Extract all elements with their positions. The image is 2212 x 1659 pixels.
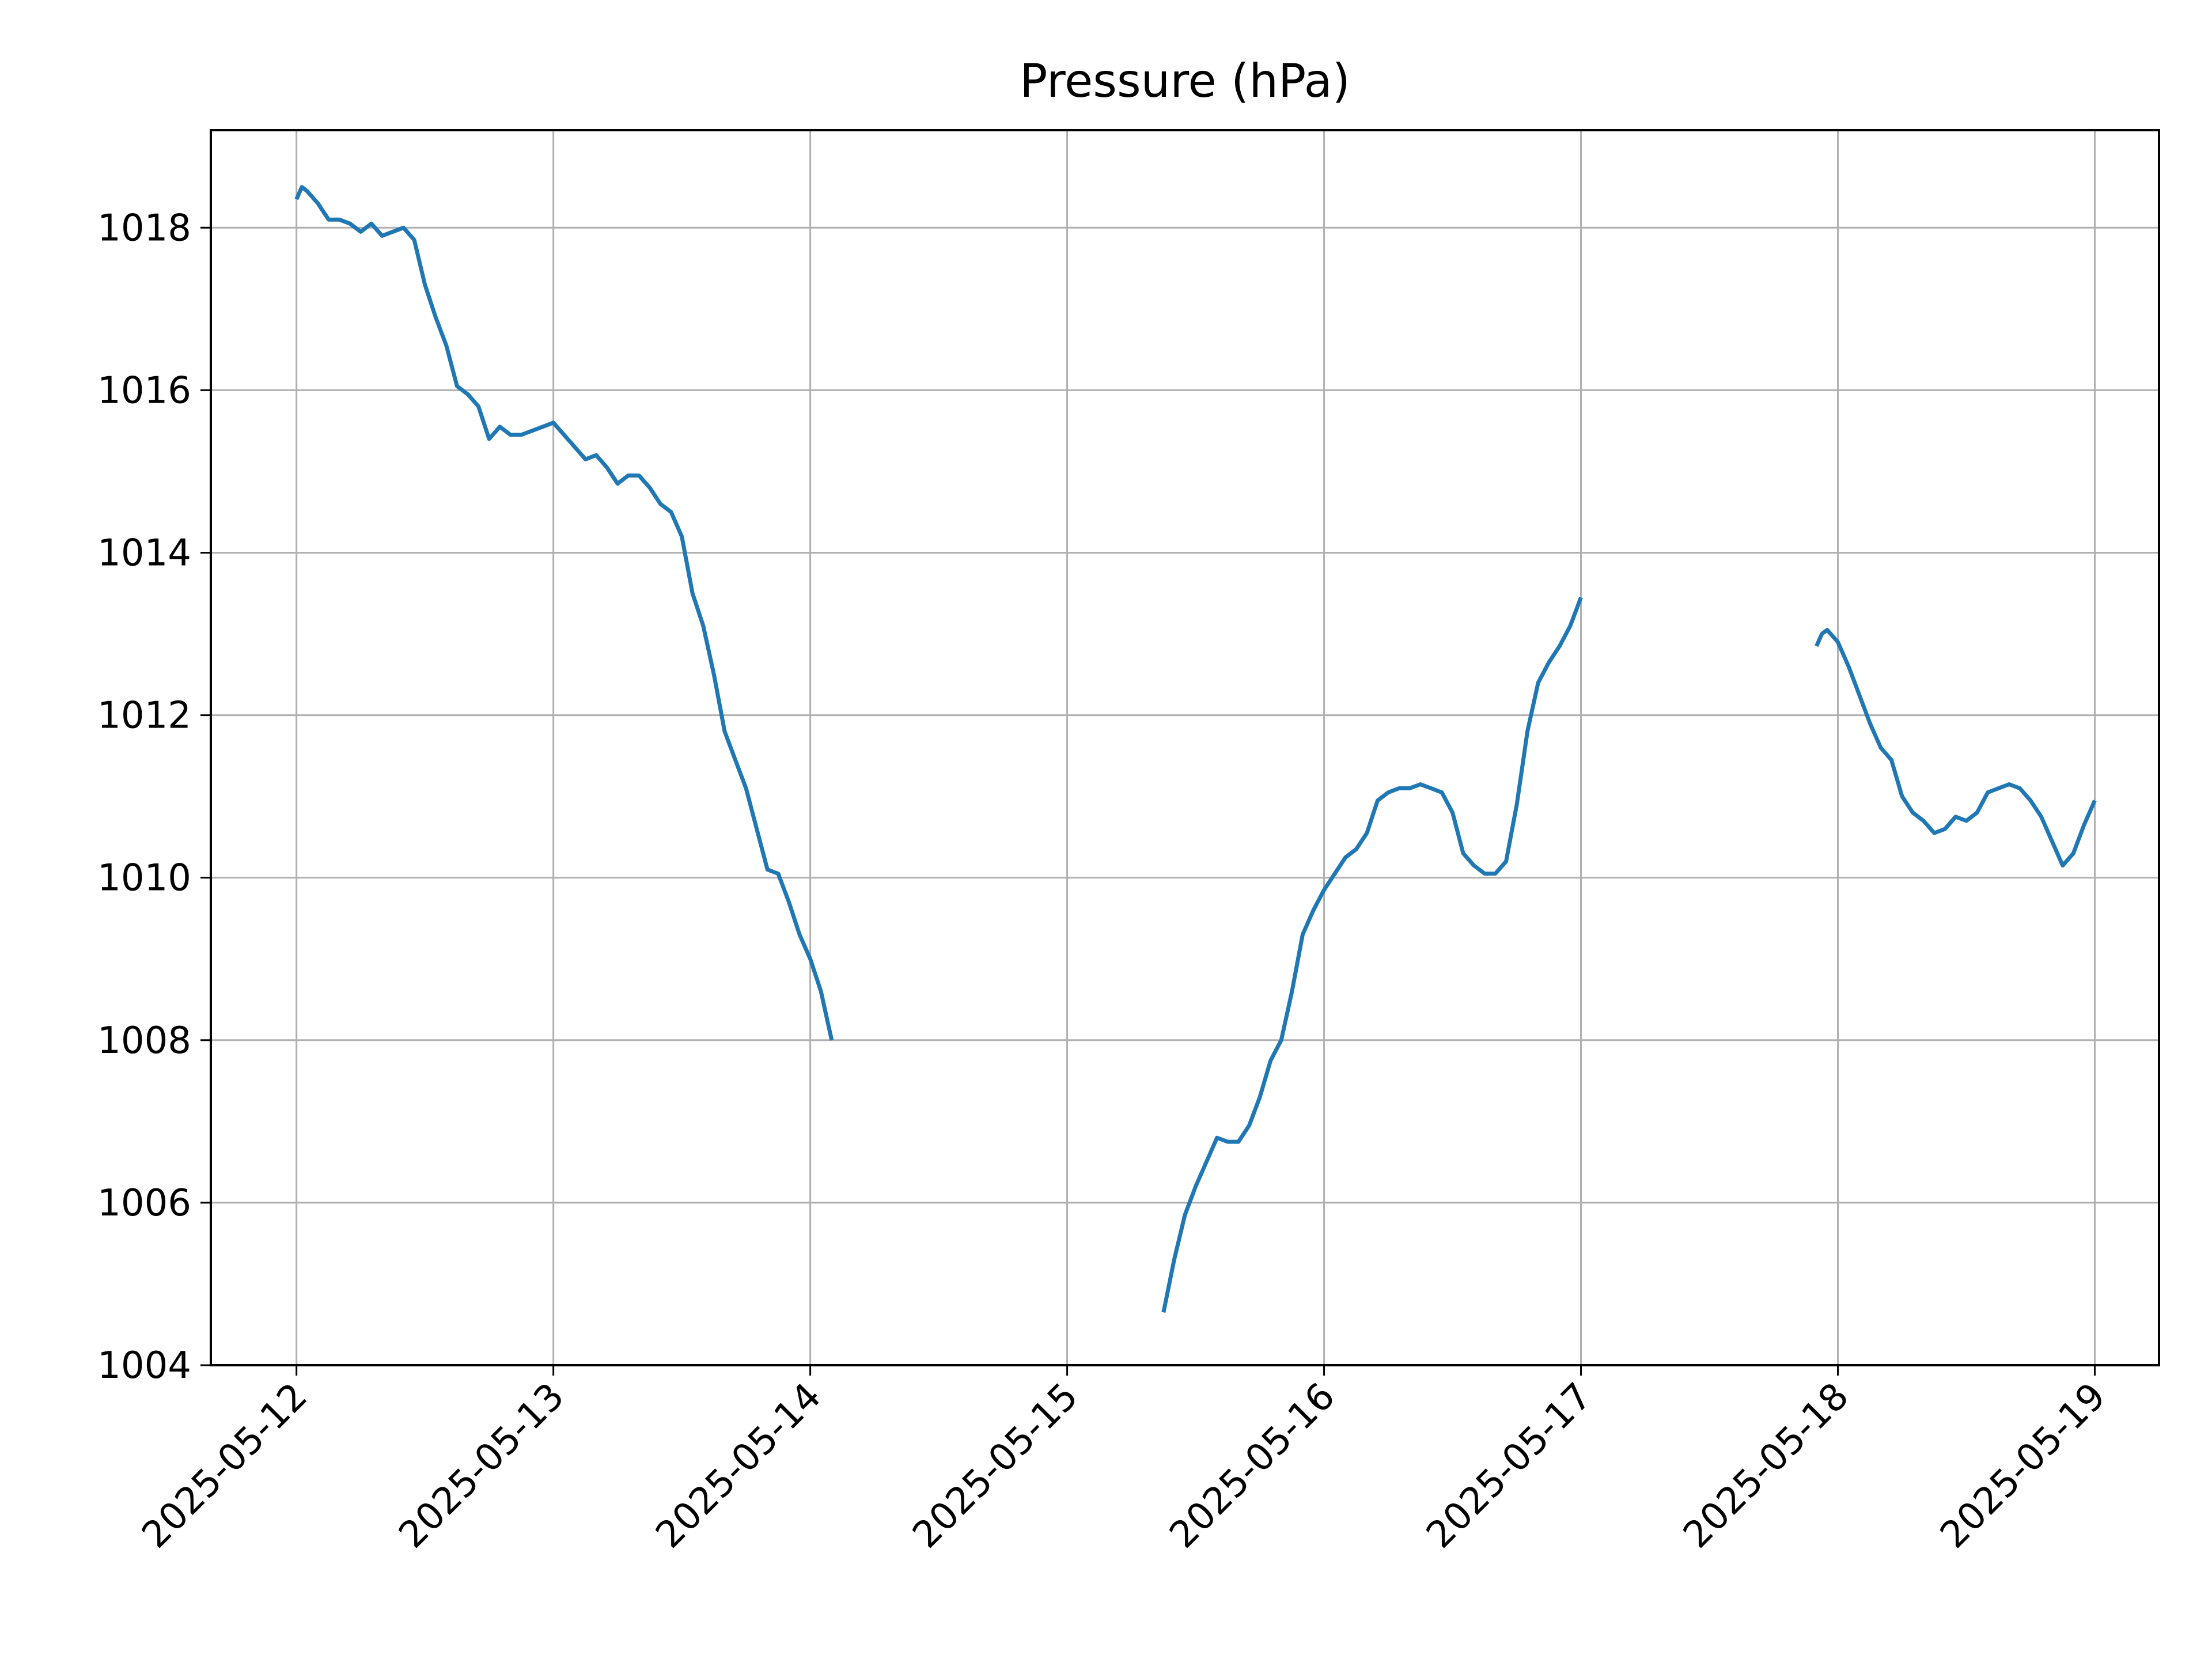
series-layer bbox=[294, 185, 2097, 1313]
series-line-segment bbox=[1161, 596, 1583, 1313]
x-tick-label: 2025-05-17 bbox=[1419, 1375, 1600, 1556]
y-tick-label: 1006 bbox=[97, 1182, 191, 1225]
x-axis: 2025-05-12 2025-05-13 2025-05-14 2025-05-15… bbox=[134, 1365, 2114, 1556]
y-tick-label: 1014 bbox=[97, 532, 191, 574]
plot-frame bbox=[210, 129, 2160, 1366]
series-line-segment bbox=[1815, 628, 2097, 868]
x-tick-label: 2025-05-13 bbox=[391, 1375, 573, 1556]
x-tick-label: 2025-05-18 bbox=[1676, 1375, 1857, 1556]
chart-title: Pressure (hPa) bbox=[1020, 54, 1350, 108]
grid bbox=[211, 130, 2159, 1366]
y-tick-label: 1010 bbox=[97, 857, 191, 900]
y-tick-label: 1008 bbox=[97, 1020, 191, 1062]
series-line-segment bbox=[294, 185, 834, 1041]
y-tick-label: 1004 bbox=[97, 1344, 191, 1387]
y-tick-label: 1012 bbox=[97, 695, 191, 737]
x-tick-label: 2025-05-15 bbox=[905, 1375, 1086, 1556]
y-axis: 1004 1006 1008 1010 1012 1014 1016 1018 bbox=[97, 207, 211, 1387]
x-tick-label: 2025-05-19 bbox=[1932, 1375, 2113, 1556]
y-tick-label: 1018 bbox=[97, 207, 191, 249]
y-tick-label: 1016 bbox=[97, 369, 191, 412]
x-tick-label: 2025-05-16 bbox=[1162, 1375, 1343, 1556]
x-tick-label: 2025-05-14 bbox=[648, 1375, 830, 1556]
x-tick-label: 2025-05-12 bbox=[134, 1375, 316, 1556]
